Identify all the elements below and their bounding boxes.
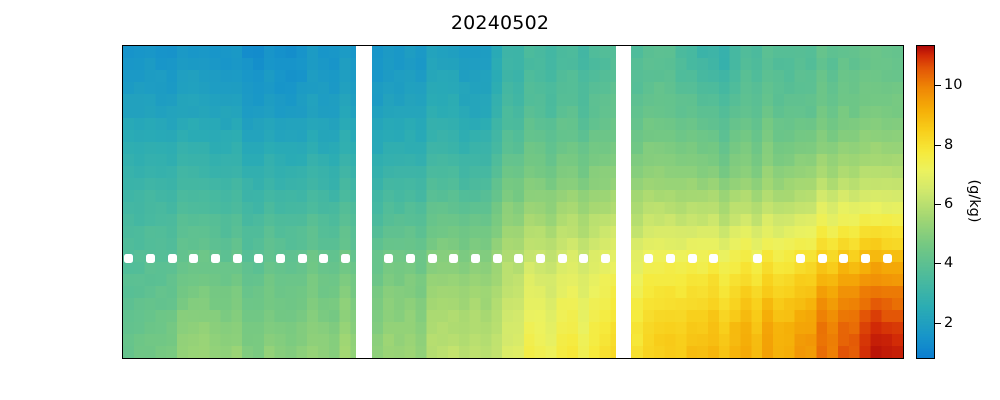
x-axis-tick <box>286 358 287 359</box>
heatmap-axes[interactable]: 0.00.51.01.52.02.53.0(km)03:0006:0009:00… <box>122 45 904 359</box>
heatmap-image <box>123 46 903 358</box>
x-axis-tick <box>583 358 584 359</box>
marker-dot <box>319 253 329 263</box>
colorbar-tick-label: 4 <box>944 255 954 272</box>
y-axis-tick <box>122 58 123 59</box>
marker-dot <box>406 253 416 263</box>
colorbar-tick <box>935 144 941 146</box>
marker-dot <box>341 253 351 263</box>
y-axis-tick <box>122 108 123 109</box>
colorbar-tick <box>935 263 941 265</box>
marker-dot <box>232 253 242 263</box>
marker-dot <box>427 253 437 263</box>
marker-dot <box>861 253 871 263</box>
y-axis-tick <box>122 158 123 159</box>
x-axis-tick <box>484 358 485 359</box>
colorbar-tick <box>935 203 941 205</box>
marker-dot <box>817 253 827 263</box>
data-gap-band <box>616 46 631 358</box>
marker-dot <box>124 253 134 263</box>
marker-dot <box>471 253 481 263</box>
y-axis-tick <box>122 208 123 209</box>
x-axis-tick <box>682 358 683 359</box>
marker-dot <box>276 253 286 263</box>
marker-dot <box>882 253 892 263</box>
marker-dot <box>211 253 221 263</box>
marker-dot <box>492 253 502 263</box>
marker-dot <box>514 253 524 263</box>
marker-dot <box>254 253 264 263</box>
colorbar-tick <box>935 85 941 87</box>
marker-dot <box>384 253 394 263</box>
marker-dot <box>601 253 611 263</box>
marker-dot <box>687 253 697 263</box>
marker-dot <box>752 253 762 263</box>
figure-title: 20240502 <box>450 12 550 34</box>
marker-dot <box>449 253 459 263</box>
marker-dot <box>644 253 654 263</box>
x-axis-tick <box>385 358 386 359</box>
colorbar-tick-label: 10 <box>944 77 963 94</box>
boundary-layer-height-markers <box>123 46 903 358</box>
colorbar-ticks: 2 4 6 8 10 <box>916 45 962 357</box>
heatmap-pixels <box>123 46 903 358</box>
marker-dot <box>557 253 567 263</box>
marker-dot <box>666 253 676 263</box>
x-axis-tick <box>781 358 782 359</box>
marker-dot <box>167 253 177 263</box>
colorbar-tick-label: 6 <box>944 195 954 212</box>
data-gap-band <box>355 46 372 358</box>
colorbar-gradient <box>917 46 934 358</box>
y-axis-tick <box>122 258 123 259</box>
marker-dot <box>146 253 156 263</box>
marker-dot <box>839 253 849 263</box>
colorbar-label: (g/kg) <box>966 179 982 223</box>
colorbar-tick <box>935 322 941 324</box>
marker-dot <box>297 253 307 263</box>
y-axis-tick <box>122 358 123 359</box>
marker-dot <box>579 253 589 263</box>
colorbar-tick-label: 2 <box>944 314 954 331</box>
marker-dot <box>796 253 806 263</box>
marker-dot <box>536 253 546 263</box>
x-axis-tick <box>187 358 188 359</box>
colorbar[interactable] <box>916 45 935 359</box>
y-axis-tick <box>122 308 123 309</box>
marker-dot <box>189 253 199 263</box>
marker-dot <box>709 253 719 263</box>
colorbar-tick-label: 8 <box>944 136 954 153</box>
